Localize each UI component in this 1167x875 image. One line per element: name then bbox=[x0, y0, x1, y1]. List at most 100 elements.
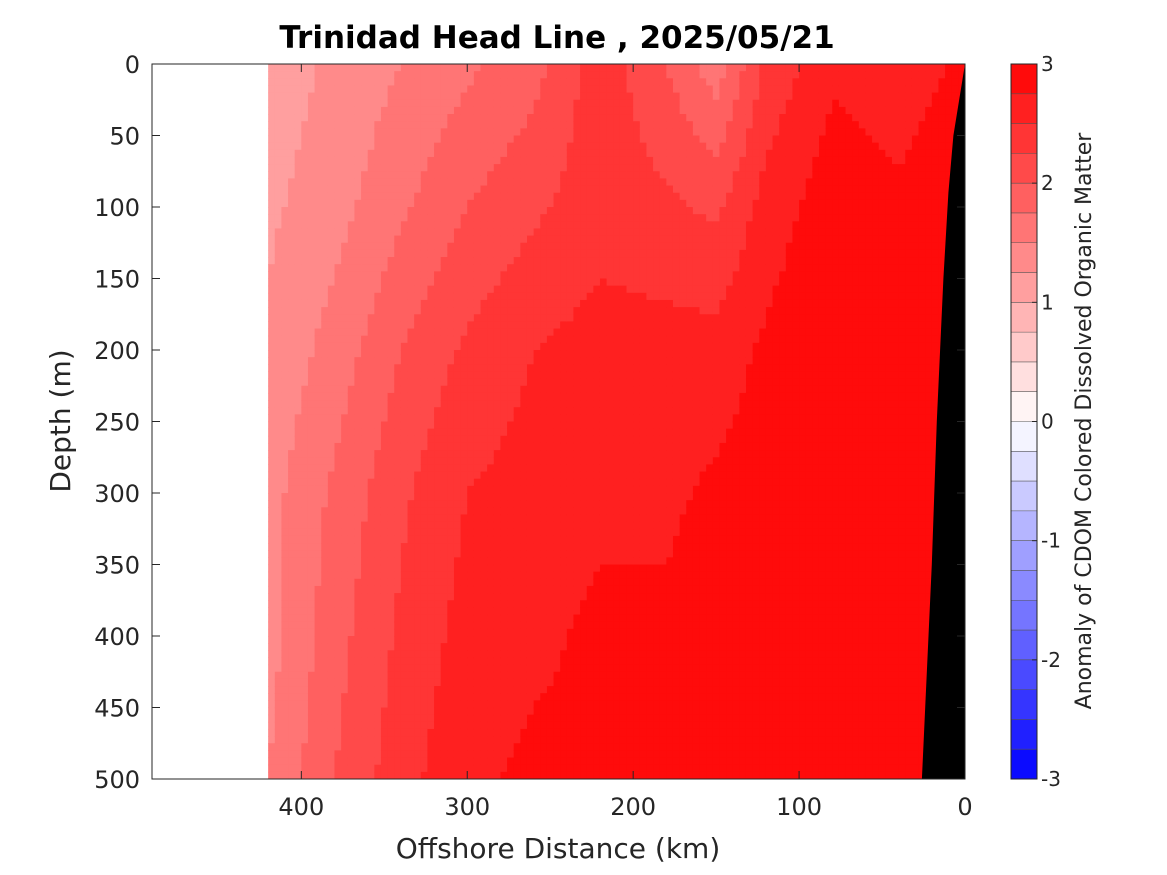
heatmap-cell bbox=[354, 628, 362, 637]
heatmap-cell bbox=[480, 557, 488, 566]
heatmap-cell bbox=[500, 514, 508, 523]
heatmap-cell bbox=[566, 207, 575, 215]
heatmap-cell bbox=[294, 328, 302, 337]
heatmap-cell bbox=[473, 371, 482, 380]
heatmap-cell bbox=[334, 736, 342, 744]
heatmap-cell bbox=[473, 328, 482, 337]
heatmap-cell bbox=[354, 557, 362, 566]
heatmap-cell bbox=[354, 278, 362, 287]
heatmap-cell bbox=[586, 92, 594, 101]
heatmap-cell bbox=[407, 257, 415, 265]
heatmap-cell bbox=[354, 693, 362, 701]
heatmap-cell bbox=[460, 450, 468, 458]
heatmap-cell bbox=[307, 543, 316, 551]
heatmap-cell bbox=[387, 142, 395, 151]
heatmap-cell bbox=[334, 342, 342, 351]
heatmap-cell bbox=[440, 99, 448, 108]
heatmap-cell bbox=[301, 435, 309, 444]
heatmap-cell bbox=[480, 721, 488, 730]
heatmap-cell bbox=[334, 764, 342, 773]
heatmap-cell bbox=[580, 693, 588, 701]
heatmap-cell bbox=[487, 371, 495, 380]
heatmap-cell bbox=[513, 521, 521, 530]
heatmap-cell bbox=[453, 92, 462, 101]
heatmap-cell bbox=[566, 357, 575, 365]
heatmap-cell bbox=[440, 128, 448, 137]
heatmap-cell bbox=[453, 271, 462, 280]
heatmap-cell bbox=[447, 257, 455, 265]
heatmap-cell bbox=[407, 650, 415, 659]
heatmap-cell bbox=[453, 257, 462, 265]
heatmap-cell bbox=[400, 385, 409, 394]
heatmap-cell bbox=[427, 607, 435, 616]
heatmap-cell bbox=[274, 328, 283, 337]
heatmap-cell bbox=[288, 764, 296, 773]
heatmap-cell bbox=[493, 135, 502, 144]
heatmap-cell bbox=[480, 242, 488, 251]
heatmap-cell bbox=[566, 528, 575, 537]
heatmap-cell bbox=[493, 464, 502, 473]
heatmap-cell bbox=[361, 114, 369, 122]
heatmap-cell bbox=[566, 607, 575, 616]
heatmap-cell bbox=[533, 392, 541, 401]
heatmap-cell bbox=[513, 686, 521, 694]
heatmap-cell bbox=[560, 643, 568, 651]
heatmap-cell bbox=[354, 342, 362, 351]
heatmap-cell bbox=[566, 743, 575, 751]
heatmap-cell bbox=[407, 221, 415, 230]
heatmap-cell bbox=[434, 350, 442, 358]
heatmap-cell bbox=[520, 693, 528, 701]
heatmap-cell bbox=[268, 364, 276, 373]
heatmap-cell bbox=[440, 764, 448, 773]
heatmap-cell bbox=[500, 171, 508, 179]
heatmap-cell bbox=[281, 507, 289, 516]
heatmap-cell bbox=[546, 628, 555, 637]
heatmap-cell bbox=[487, 736, 495, 744]
heatmap-cell bbox=[447, 571, 455, 580]
heatmap-cell bbox=[367, 485, 375, 494]
heatmap-cell bbox=[493, 714, 502, 723]
heatmap-cell bbox=[500, 64, 508, 72]
heatmap-cell bbox=[520, 328, 528, 337]
heatmap-cell bbox=[434, 507, 442, 516]
heatmap-cell bbox=[507, 114, 515, 122]
heatmap-cell bbox=[361, 307, 369, 315]
heatmap-cell bbox=[354, 442, 362, 451]
heatmap-cell bbox=[380, 285, 389, 294]
heatmap-cell bbox=[520, 614, 528, 623]
heatmap-cell bbox=[513, 407, 521, 415]
heatmap-cell bbox=[281, 321, 289, 330]
heatmap-cell bbox=[314, 321, 322, 330]
heatmap-cell bbox=[473, 714, 482, 723]
heatmap-cell bbox=[573, 192, 581, 201]
heatmap-cell bbox=[380, 435, 389, 444]
heatmap-cell bbox=[281, 192, 289, 201]
heatmap-cell bbox=[566, 271, 575, 280]
heatmap-cell bbox=[447, 686, 455, 694]
heatmap-cell bbox=[487, 521, 495, 530]
heatmap-cell bbox=[507, 385, 515, 394]
heatmap-cell bbox=[361, 450, 369, 458]
heatmap-cell bbox=[427, 471, 435, 480]
heatmap-cell bbox=[434, 178, 442, 187]
heatmap-cell bbox=[374, 64, 382, 72]
heatmap-cell bbox=[347, 156, 356, 165]
heatmap-cell bbox=[520, 114, 528, 122]
heatmap-cell bbox=[546, 457, 555, 465]
heatmap-cell bbox=[520, 750, 528, 759]
heatmap-cell bbox=[500, 156, 508, 165]
heatmap-cell bbox=[380, 507, 389, 516]
heatmap-cell bbox=[354, 235, 362, 244]
heatmap-cell bbox=[294, 400, 302, 408]
heatmap-cell bbox=[573, 264, 581, 272]
heatmap-cell bbox=[394, 671, 402, 680]
heatmap-cell bbox=[407, 292, 415, 301]
heatmap-cell bbox=[440, 135, 448, 144]
heatmap-cell bbox=[268, 214, 276, 222]
heatmap-cell bbox=[573, 450, 581, 458]
heatmap-cell bbox=[327, 235, 336, 244]
heatmap-cell bbox=[361, 693, 369, 701]
heatmap-cell bbox=[327, 457, 336, 465]
heatmap-cell bbox=[540, 493, 548, 501]
heatmap-cell bbox=[274, 500, 283, 508]
